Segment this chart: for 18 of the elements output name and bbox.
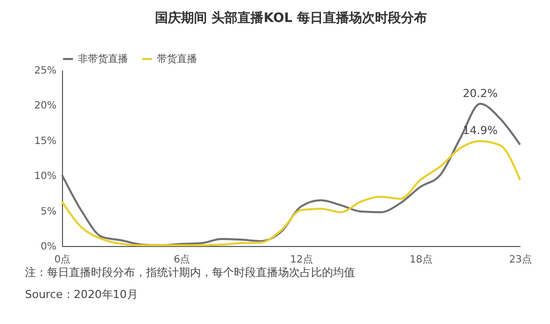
x-tick-label: 18点 xyxy=(410,254,432,266)
y-tick-label: 5% xyxy=(40,206,56,218)
y-tick-label: 20% xyxy=(34,100,56,112)
legend-label: 非带货直播 xyxy=(78,53,128,65)
y-tick-label: 25% xyxy=(34,66,56,76)
x-tick-label: 6点 xyxy=(174,254,190,266)
source-note: Source：2020年10月 xyxy=(25,287,139,303)
annotation: 14.9% xyxy=(462,124,498,138)
x-tick-label: 23点 xyxy=(509,254,532,266)
x-tick-label: 0点 xyxy=(54,254,71,266)
y-tick-label: 0% xyxy=(40,242,56,252)
legend-label: 带货直播 xyxy=(157,53,197,65)
y-tick-label: 15% xyxy=(34,136,56,147)
text: 注：每日直播时段分布，指统计期内，每个时段直播场次占比的均值 xyxy=(25,266,355,279)
annotation: 20.2% xyxy=(462,86,498,100)
x-tick-label: 12点 xyxy=(290,254,313,266)
y-tick-label: 10% xyxy=(34,171,56,182)
chart-title: 国庆期间 头部直播KOL 每日直播场次时段分布 xyxy=(155,10,427,26)
